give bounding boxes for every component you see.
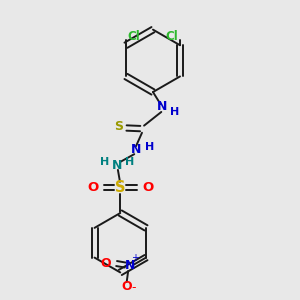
Text: N: N — [112, 159, 122, 172]
Text: -: - — [131, 281, 136, 294]
Text: H: H — [100, 157, 110, 167]
Text: N: N — [131, 142, 141, 156]
Text: H: H — [170, 107, 179, 117]
Text: H: H — [125, 157, 134, 167]
Text: O: O — [142, 181, 154, 194]
Text: O: O — [122, 280, 132, 293]
Text: S: S — [114, 120, 123, 133]
Text: O: O — [87, 181, 98, 194]
Text: O: O — [100, 257, 111, 270]
Text: H: H — [146, 142, 154, 152]
Text: +: + — [131, 254, 139, 263]
Text: Cl: Cl — [128, 30, 140, 44]
Text: Cl: Cl — [166, 30, 178, 44]
Text: S: S — [115, 180, 125, 195]
Text: N: N — [124, 259, 135, 272]
Text: N: N — [157, 100, 167, 113]
